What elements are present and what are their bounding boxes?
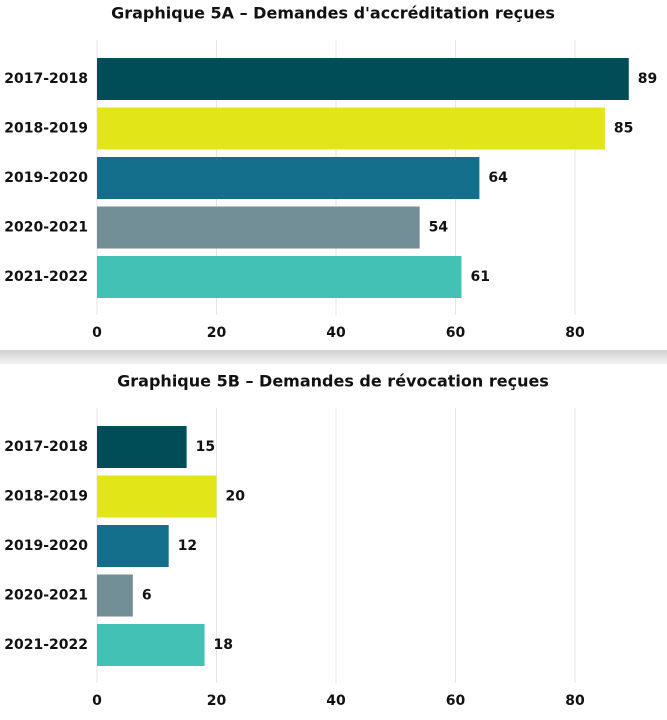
y-tick-label: 2018-2019 (4, 489, 88, 505)
x-tick-label: 40 (326, 325, 346, 341)
bar (97, 475, 217, 518)
y-tick-label: 2021-2022 (4, 269, 88, 285)
x-tick-label: 80 (565, 325, 585, 341)
value-label: 85 (614, 121, 633, 137)
bar (97, 574, 133, 617)
value-label: 61 (470, 269, 489, 285)
x-tick-label: 60 (446, 693, 466, 709)
value-label: 18 (214, 637, 233, 653)
bar (97, 256, 462, 298)
x-tick-label: 40 (326, 693, 346, 709)
y-tick-label: 2019-2020 (4, 538, 88, 554)
value-label: 89 (638, 71, 657, 87)
separator (0, 350, 667, 364)
chart-title: Graphique 5B – Demandes de révocation re… (117, 372, 549, 391)
y-tick-label: 2017-2018 (4, 439, 88, 455)
bar (97, 107, 605, 150)
x-tick-label: 0 (92, 693, 102, 709)
x-tick-label: 0 (92, 325, 102, 341)
y-tick-label: 2020-2021 (4, 588, 88, 604)
y-tick-label: 2017-2018 (4, 71, 88, 87)
x-tick-label: 20 (207, 325, 227, 341)
bar (97, 206, 420, 249)
chart-title: Graphique 5A – Demandes d'accréditation … (111, 4, 555, 23)
y-tick-label: 2019-2020 (4, 170, 88, 186)
x-tick-label: 60 (446, 325, 466, 341)
x-tick-label: 20 (207, 693, 227, 709)
value-label: 20 (226, 489, 246, 505)
bar (97, 157, 480, 199)
value-label: 6 (142, 588, 152, 604)
x-tick-label: 80 (565, 693, 585, 709)
bar (97, 426, 187, 468)
value-label: 54 (429, 220, 449, 236)
bar (97, 624, 205, 666)
bar (97, 58, 629, 100)
value-label: 12 (178, 538, 197, 554)
bar (97, 525, 169, 567)
y-tick-label: 2018-2019 (4, 121, 88, 137)
value-label: 15 (196, 439, 215, 455)
y-tick-label: 2020-2021 (4, 220, 88, 236)
value-label: 64 (488, 170, 508, 186)
y-tick-label: 2021-2022 (4, 637, 88, 653)
